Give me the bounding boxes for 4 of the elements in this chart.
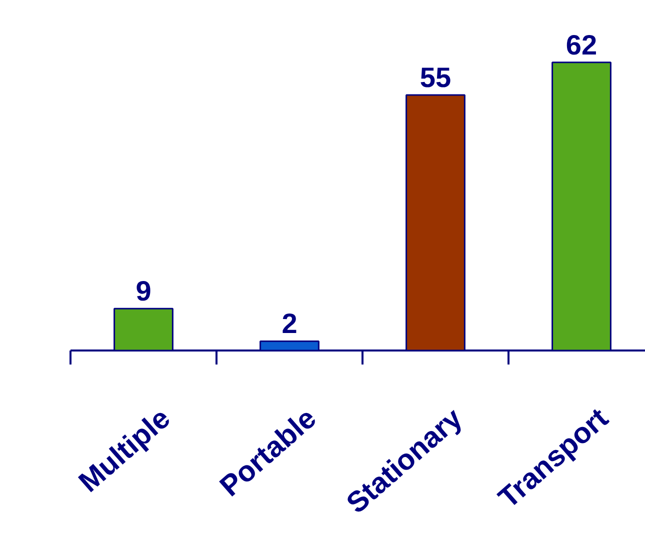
data-label: 9 — [136, 276, 152, 307]
data-label: 62 — [566, 29, 598, 60]
data-label: 2 — [282, 308, 298, 340]
data-label: 55 — [420, 62, 452, 93]
